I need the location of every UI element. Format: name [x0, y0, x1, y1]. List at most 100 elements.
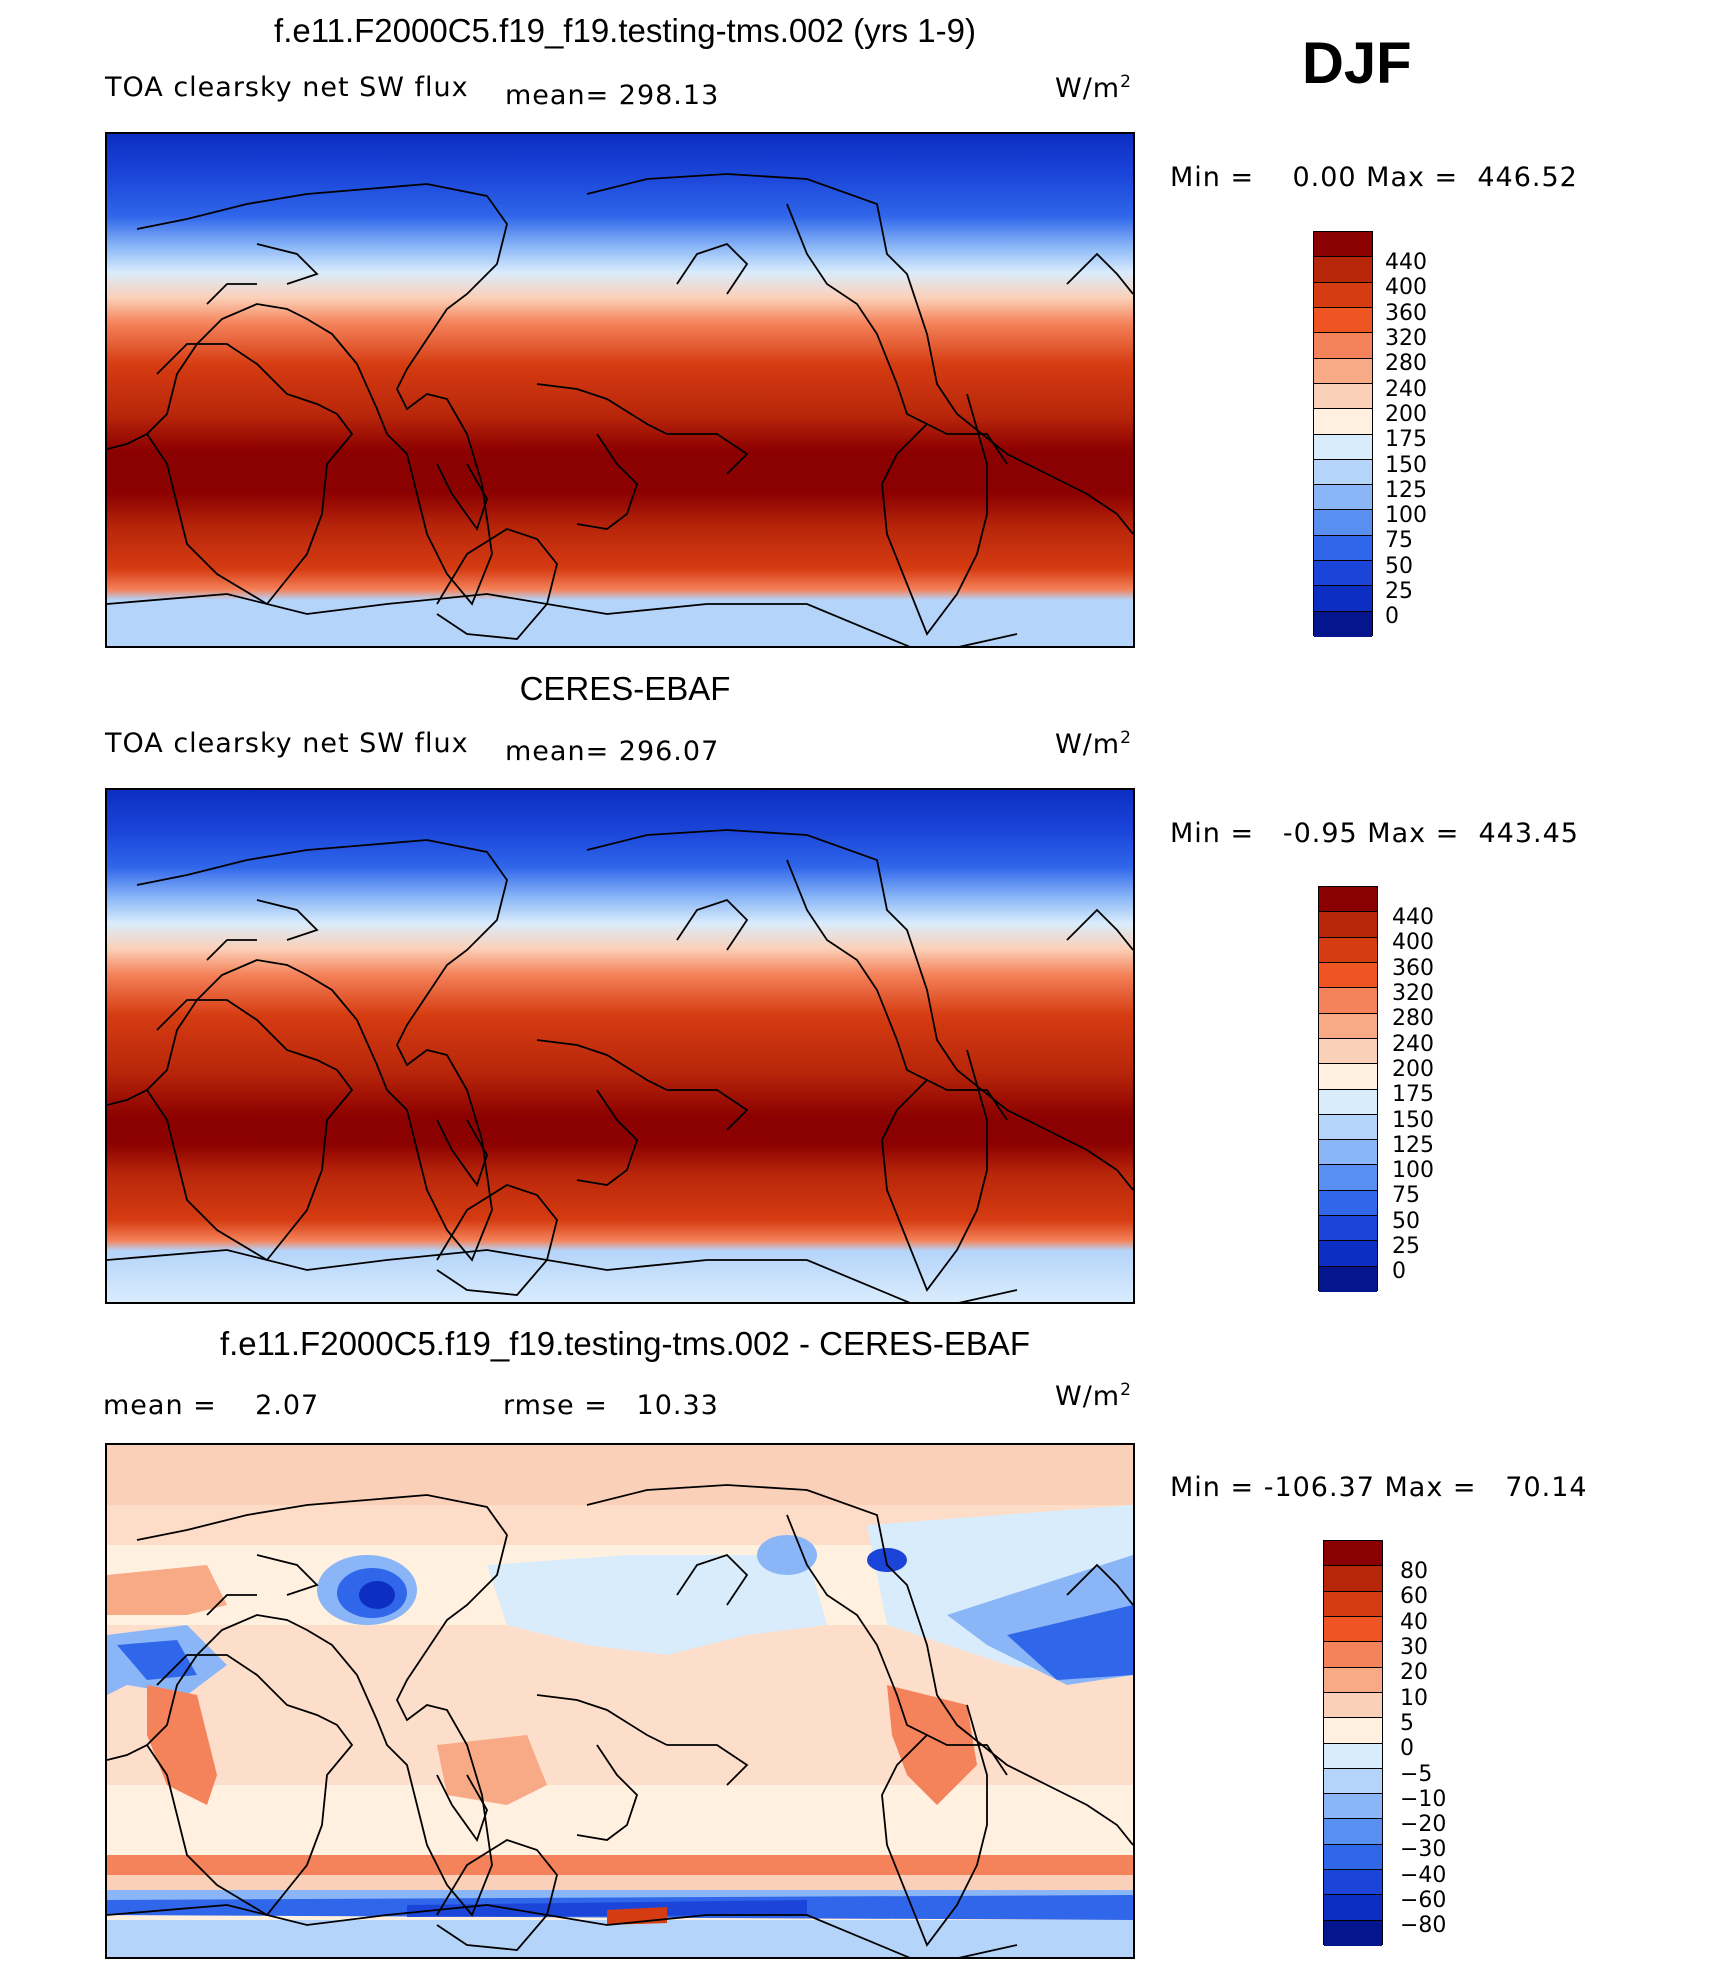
colorbar-swatch — [1314, 485, 1372, 511]
colorbar-tick-label: 5 — [1400, 1710, 1414, 1736]
colorbar-swatch — [1319, 1114, 1377, 1141]
colorbar-swatch — [1324, 1591, 1382, 1617]
colorbar-tick-label: 100 — [1392, 1158, 1434, 1184]
colorbar-tick-label: −80 — [1400, 1913, 1447, 1939]
colorbar-swatch — [1319, 1140, 1377, 1166]
colorbar-tick-label: 0 — [1392, 1259, 1406, 1285]
colorbar-tick-label: 175 — [1392, 1082, 1434, 1108]
colorbar-swatch — [1314, 510, 1372, 536]
colorbar-swatch — [1314, 409, 1372, 435]
colorbar-tick-label: −30 — [1400, 1837, 1447, 1863]
colorbar-tick-label: −5 — [1400, 1761, 1433, 1787]
colorbar-swatch — [1314, 333, 1372, 359]
colorbar-tick-label: 10 — [1400, 1685, 1428, 1711]
colorbar-tick-label: 240 — [1392, 1031, 1434, 1057]
colorbar-swatch — [1324, 1819, 1382, 1845]
colorbar-swatch — [1324, 1870, 1382, 1896]
panel-title-diff: f.e11.F2000C5.f19_f19.testing-tms.002 - … — [219, 1325, 1031, 1362]
colorbar-tick-label: 50 — [1385, 553, 1413, 579]
colorbar-tick-label: 25 — [1392, 1234, 1420, 1260]
colorbar-tick-label: 40 — [1400, 1609, 1428, 1635]
colorbar-swatch — [1319, 988, 1377, 1014]
colorbar-tick-label: −10 — [1400, 1786, 1447, 1812]
map-panel-model — [105, 132, 1135, 648]
coastlines — [107, 829, 1133, 1302]
colorbar-swatch — [1324, 1718, 1382, 1744]
colorbar-swatch — [1319, 962, 1377, 989]
colorbar-swatch — [1314, 434, 1372, 460]
coastlines — [107, 1484, 1133, 1957]
colorbar-swatch — [1319, 1064, 1377, 1090]
variable-label: TOA clearsky net SW flux — [105, 72, 469, 103]
colorbar-swatch — [1319, 887, 1377, 913]
colorbar-swatch — [1324, 1794, 1382, 1820]
colorbar-tick-label: 25 — [1385, 579, 1413, 605]
colorbar-tick-label: −60 — [1400, 1888, 1447, 1914]
colorbar-swatch — [1319, 1216, 1377, 1242]
units-label: W/m2 — [1055, 72, 1132, 104]
colorbar-tick-label: 150 — [1385, 452, 1427, 478]
colorbar-tick-label: −40 — [1400, 1862, 1447, 1888]
colorbar-swatch — [1314, 257, 1372, 283]
colorbar-tick-label: 440 — [1385, 250, 1427, 275]
colorbar-swatch — [1324, 1844, 1382, 1871]
map-panel-diff — [105, 1443, 1135, 1959]
colorbar-tick-label: 175 — [1385, 427, 1427, 453]
colorbar-swatch — [1314, 358, 1372, 384]
colorbar-tick-label: 60 — [1400, 1584, 1428, 1610]
minmax-label: Min = -106.37 Max = 70.14 — [1170, 1472, 1588, 1503]
mean-label: mean= 298.13 — [505, 80, 720, 111]
colorbar-tick-label: 50 — [1392, 1208, 1420, 1234]
colorbar-swatch — [1314, 586, 1372, 612]
colorbar-swatch — [1324, 1642, 1382, 1668]
colorbar-swatch — [1324, 1743, 1382, 1769]
colorbar-swatch — [1324, 1920, 1382, 1946]
colorbar-tick-label: 280 — [1385, 351, 1427, 377]
season-label: DJF — [1302, 31, 1412, 96]
colorbar-tick-label: 30 — [1400, 1634, 1428, 1660]
colorbar-swatch — [1319, 1038, 1377, 1065]
colorbar-tick-label: 125 — [1392, 1132, 1434, 1158]
colorbar-tick-label: 75 — [1385, 528, 1413, 554]
colorbar-tick-label: 125 — [1385, 477, 1427, 503]
colorbar-swatch — [1319, 937, 1377, 963]
colorbar-tick-label: 20 — [1400, 1660, 1428, 1686]
colorbar-tick-label: 0 — [1385, 604, 1399, 630]
colorbar-swatch — [1319, 1165, 1377, 1191]
colorbar-tick-label: 200 — [1385, 401, 1427, 427]
units-label: W/m2 — [1055, 1380, 1132, 1412]
colorbar-tick-label: 80 — [1400, 1559, 1428, 1584]
variable-label: TOA clearsky net SW flux — [105, 728, 469, 759]
colorbar-swatch — [1319, 1266, 1377, 1292]
colorbar-swatch — [1319, 1190, 1377, 1217]
colorbar-swatch — [1324, 1692, 1382, 1719]
panel-title-obs: CERES-EBAF — [519, 670, 731, 707]
colorbar-tick-label: 150 — [1392, 1107, 1434, 1133]
colorbar-swatch — [1314, 611, 1372, 637]
colorbar-swatch — [1314, 535, 1372, 562]
coastlines — [107, 173, 1133, 646]
colorbar-swatch — [1319, 912, 1377, 938]
colorbar-swatch — [1314, 232, 1372, 258]
mean-label: mean= 296.07 — [505, 736, 720, 767]
colorbar-tick-label: 320 — [1392, 980, 1434, 1006]
colorbar-tick-label: 200 — [1392, 1056, 1434, 1082]
colorbar-swatch — [1314, 561, 1372, 587]
colorbar-swatch — [1314, 282, 1372, 308]
panel-title-model: f.e11.F2000C5.f19_f19.testing-tms.002 (y… — [274, 12, 976, 49]
colorbar-swatch — [1324, 1895, 1382, 1921]
colorbar-swatch — [1324, 1566, 1382, 1592]
colorbar-tick-label: 240 — [1385, 376, 1427, 402]
colorbar-obs — [1318, 886, 1378, 1292]
colorbar-tick-label: 360 — [1392, 955, 1434, 981]
colorbar-swatch — [1324, 1667, 1382, 1693]
colorbar-tick-label: −20 — [1400, 1812, 1447, 1838]
colorbar-tick-label: 360 — [1385, 300, 1427, 326]
rmse-label: rmse = 10.33 — [503, 1390, 719, 1421]
minmax-label: Min = -0.95 Max = 443.45 — [1170, 818, 1579, 849]
colorbar-swatch — [1324, 1616, 1382, 1643]
colorbar-tick-label: 75 — [1392, 1183, 1420, 1209]
diff-mean-label: mean = 2.07 — [103, 1390, 320, 1421]
colorbar-swatch — [1314, 307, 1372, 334]
colorbar-swatch — [1324, 1768, 1382, 1795]
